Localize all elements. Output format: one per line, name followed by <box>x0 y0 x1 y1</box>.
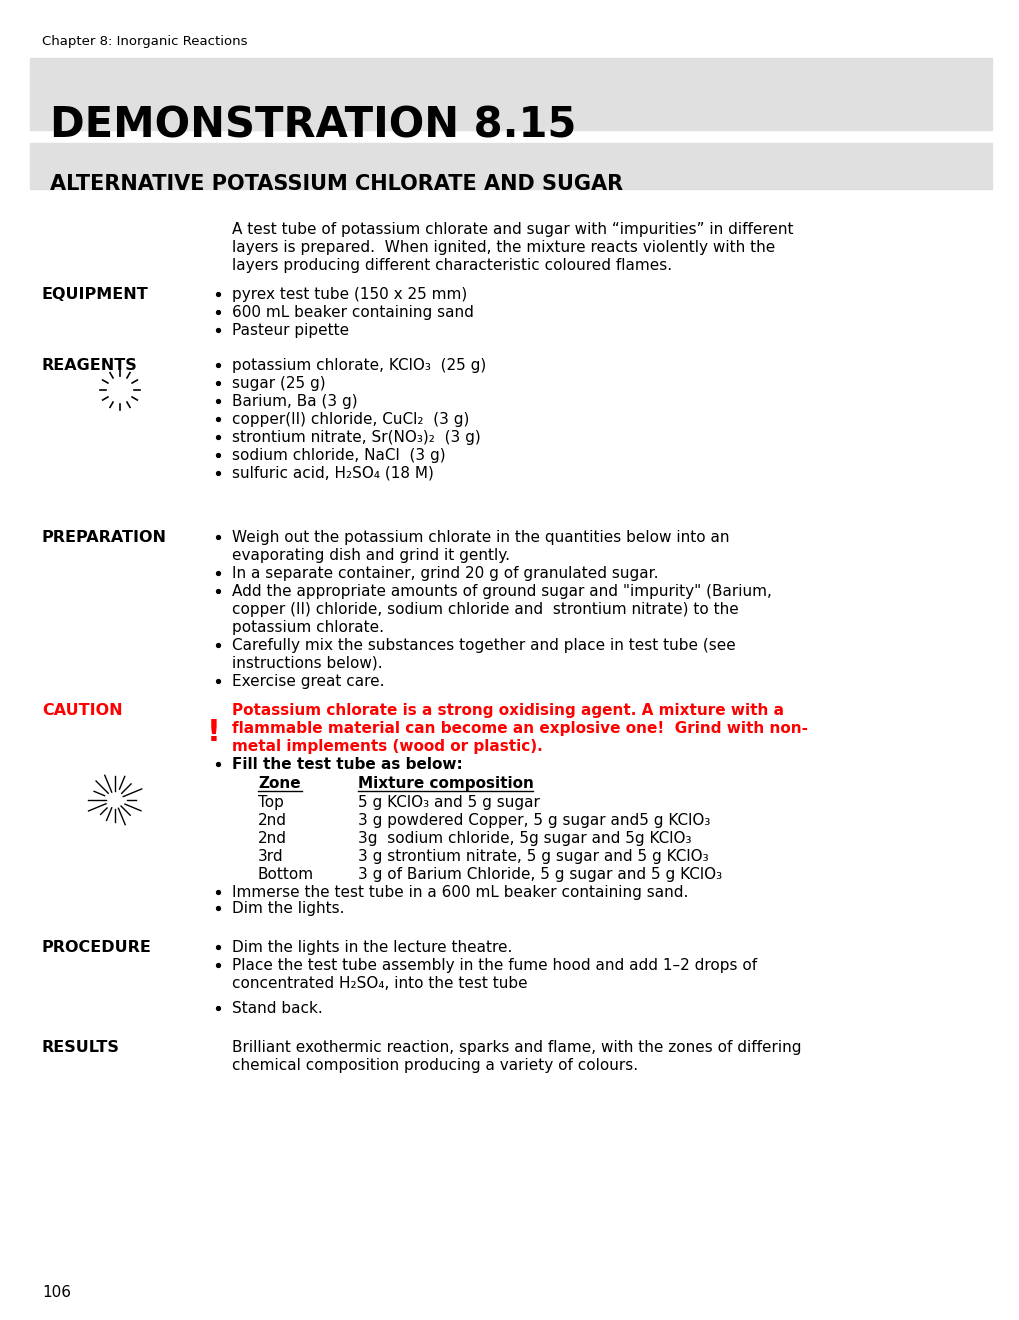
Text: potassium chlorate, KClO₃  (25 g): potassium chlorate, KClO₃ (25 g) <box>231 358 486 374</box>
Text: Immerse the test tube in a 600 mL beaker containing sand.: Immerse the test tube in a 600 mL beaker… <box>231 884 688 900</box>
Text: Brilliant exothermic reaction, sparks and flame, with the zones of differing: Brilliant exothermic reaction, sparks an… <box>231 1040 801 1055</box>
Text: chemical composition producing a variety of colours.: chemical composition producing a variety… <box>231 1059 638 1073</box>
Text: Weigh out the potassium chlorate in the quantities below into an: Weigh out the potassium chlorate in the … <box>231 531 729 545</box>
Text: ALTERNATIVE POTASSIUM CHLORATE AND SUGAR: ALTERNATIVE POTASSIUM CHLORATE AND SUGAR <box>50 174 623 194</box>
Text: 106: 106 <box>42 1284 71 1300</box>
Text: pyrex test tube (150 x 25 mm): pyrex test tube (150 x 25 mm) <box>231 286 467 302</box>
Text: PREPARATION: PREPARATION <box>42 531 167 545</box>
Text: DEMONSTRATION 8.15: DEMONSTRATION 8.15 <box>50 106 576 147</box>
Text: Pasteur pipette: Pasteur pipette <box>231 323 348 338</box>
Text: concentrated H₂SO₄, into the test tube: concentrated H₂SO₄, into the test tube <box>231 975 527 991</box>
Text: 3rd: 3rd <box>258 849 283 865</box>
Text: potassium chlorate.: potassium chlorate. <box>231 620 383 635</box>
Text: 5 g KClO₃ and 5 g sugar: 5 g KClO₃ and 5 g sugar <box>358 795 539 810</box>
Text: Add the appropriate amounts of ground sugar and "impurity" (Barium,: Add the appropriate amounts of ground su… <box>231 583 771 599</box>
Text: Zone: Zone <box>258 776 301 791</box>
Text: Barium, Ba (3 g): Barium, Ba (3 g) <box>231 393 358 409</box>
Text: Chapter 8: Inorganic Reactions: Chapter 8: Inorganic Reactions <box>42 36 248 48</box>
Text: In a separate container, grind 20 g of granulated sugar.: In a separate container, grind 20 g of g… <box>231 566 658 581</box>
Text: copper(II) chloride, CuCl₂  (3 g): copper(II) chloride, CuCl₂ (3 g) <box>231 412 469 426</box>
Text: 3 g powdered Copper, 5 g sugar and5 g KClO₃: 3 g powdered Copper, 5 g sugar and5 g KC… <box>358 813 709 828</box>
Text: Potassium chlorate is a strong oxidising agent. A mixture with a: Potassium chlorate is a strong oxidising… <box>231 704 784 718</box>
Text: Bottom: Bottom <box>258 867 314 882</box>
Text: 3 g strontium nitrate, 5 g sugar and 5 g KClO₃: 3 g strontium nitrate, 5 g sugar and 5 g… <box>358 849 708 865</box>
Text: 3g  sodium chloride, 5g sugar and 5g KClO₃: 3g sodium chloride, 5g sugar and 5g KClO… <box>358 832 691 846</box>
Text: sulfuric acid, H₂SO₄ (18 M): sulfuric acid, H₂SO₄ (18 M) <box>231 466 433 480</box>
Text: copper (II) chloride, sodium chloride and  strontium nitrate) to the: copper (II) chloride, sodium chloride an… <box>231 602 738 616</box>
Text: RESULTS: RESULTS <box>42 1040 120 1055</box>
Text: Dim the lights.: Dim the lights. <box>231 902 344 916</box>
Text: Place the test tube assembly in the fume hood and add 1–2 drops of: Place the test tube assembly in the fume… <box>231 958 756 973</box>
Text: layers is prepared.  When ignited, the mixture reacts violently with the: layers is prepared. When ignited, the mi… <box>231 240 774 255</box>
Text: 3 g of Barium Chloride, 5 g sugar and 5 g KClO₃: 3 g of Barium Chloride, 5 g sugar and 5 … <box>358 867 721 882</box>
Text: layers producing different characteristic coloured flames.: layers producing different characteristi… <box>231 257 672 273</box>
Text: REAGENTS: REAGENTS <box>42 358 138 374</box>
Text: Exercise great care.: Exercise great care. <box>231 675 384 689</box>
Text: Dim the lights in the lecture theatre.: Dim the lights in the lecture theatre. <box>231 940 512 954</box>
Text: Top: Top <box>258 795 283 810</box>
Text: strontium nitrate, Sr(NO₃)₂  (3 g): strontium nitrate, Sr(NO₃)₂ (3 g) <box>231 430 480 445</box>
Text: instructions below).: instructions below). <box>231 656 382 671</box>
Text: PROCEDURE: PROCEDURE <box>42 940 152 954</box>
Text: Stand back.: Stand back. <box>231 1001 322 1016</box>
Text: !: ! <box>207 718 221 747</box>
Text: metal implements (wood or plastic).: metal implements (wood or plastic). <box>231 739 542 754</box>
Text: 2nd: 2nd <box>258 832 286 846</box>
Text: Carefully mix the substances together and place in test tube (see: Carefully mix the substances together an… <box>231 638 735 653</box>
Text: A test tube of potassium chlorate and sugar with “impurities” in different: A test tube of potassium chlorate and su… <box>231 222 793 238</box>
Text: sodium chloride, NaCl  (3 g): sodium chloride, NaCl (3 g) <box>231 447 445 463</box>
Text: 2nd: 2nd <box>258 813 286 828</box>
Text: Mixture composition: Mixture composition <box>358 776 533 791</box>
Text: CAUTION: CAUTION <box>42 704 122 718</box>
Bar <box>30 58 991 129</box>
Bar <box>30 143 991 189</box>
Text: 600 mL beaker containing sand: 600 mL beaker containing sand <box>231 305 474 319</box>
Text: EQUIPMENT: EQUIPMENT <box>42 286 149 302</box>
Text: evaporating dish and grind it gently.: evaporating dish and grind it gently. <box>231 548 510 564</box>
Text: sugar (25 g): sugar (25 g) <box>231 376 325 391</box>
Text: Fill the test tube as below:: Fill the test tube as below: <box>231 756 463 772</box>
Text: flammable material can become an explosive one!  Grind with non-: flammable material can become an explosi… <box>231 721 807 737</box>
